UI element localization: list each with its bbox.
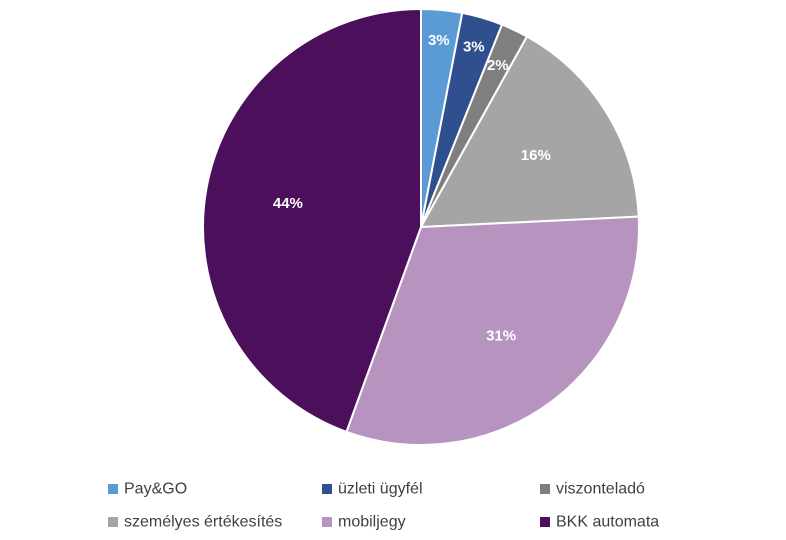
- data-label-5: 44%: [273, 195, 303, 212]
- data-label-0: 3%: [428, 32, 450, 49]
- legend-swatch-1: [322, 484, 332, 494]
- pie-slice-5: [202, 7, 422, 434]
- legend-item-1: üzleti ügyfél: [322, 481, 423, 498]
- legend-swatch-5: [540, 517, 550, 527]
- data-label-1: 3%: [463, 39, 485, 56]
- legend-swatch-0: [108, 484, 118, 494]
- legend-swatch-4: [322, 517, 332, 527]
- legend-label-4: mobiljegy: [338, 514, 406, 531]
- legend-label-3: személyes értékesítés: [124, 514, 282, 531]
- pie-data-labels: 3% 3%2%16%31%44%: [273, 32, 551, 344]
- legend-label-0: Pay&GO: [124, 481, 187, 498]
- legend-label-5: BKK automata: [556, 514, 659, 531]
- legend-label-1: üzleti ügyfél: [338, 481, 423, 498]
- data-label-2: 2%: [487, 57, 509, 74]
- legend-item-4: mobiljegy: [322, 514, 406, 531]
- legend: Pay&GO üzleti ügyfél viszonteladó személyes…: [108, 481, 659, 531]
- data-label-3: 16%: [521, 147, 551, 164]
- legend-label-2: viszonteladó: [556, 481, 645, 498]
- legend-swatch-2: [540, 484, 550, 494]
- pie-slice-4: [345, 215, 640, 446]
- pie-slices: [202, 7, 640, 446]
- legend-swatch-3: [108, 517, 118, 527]
- legend-item-3: személyes értékesítés: [108, 514, 282, 531]
- legend-item-2: viszonteladó: [540, 481, 645, 498]
- legend-item-0: Pay&GO: [108, 481, 187, 498]
- data-label-4: 31%: [486, 327, 516, 344]
- legend-item-5: BKK automata: [540, 514, 659, 531]
- pie-slice-3: [419, 35, 640, 229]
